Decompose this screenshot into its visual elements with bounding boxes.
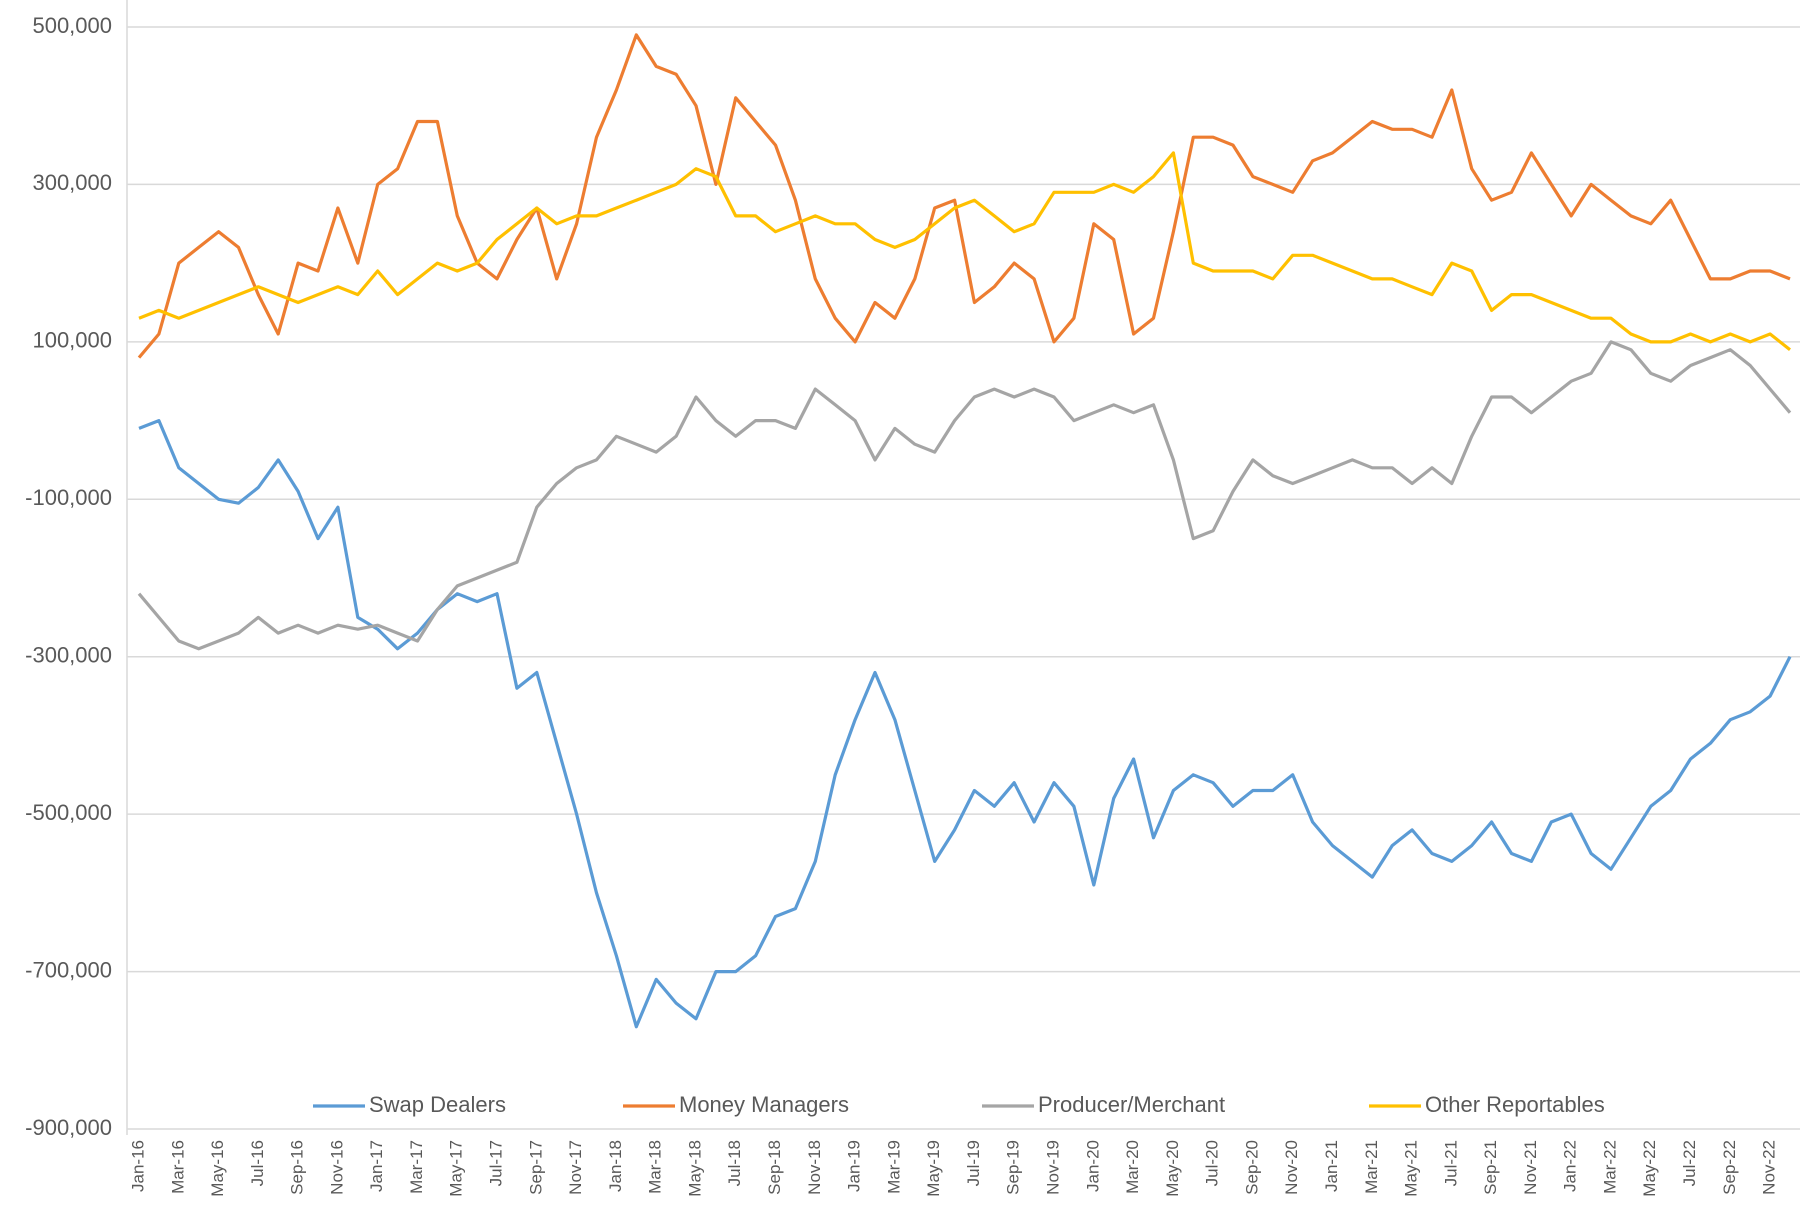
x-tick-label: May-20 <box>1163 1140 1182 1197</box>
x-tick-label: Sep-21 <box>1481 1140 1500 1195</box>
series-line <box>138 151 1791 351</box>
x-tick-label: Sep-17 <box>526 1140 545 1195</box>
x-tick-label: Sep-19 <box>1004 1140 1023 1195</box>
x-tick-label: Nov-20 <box>1282 1140 1301 1195</box>
x-tick-label: Jan-21 <box>1322 1140 1341 1192</box>
x-tick-label: Nov-16 <box>327 1140 346 1195</box>
x-tick-label: May-22 <box>1640 1140 1659 1197</box>
series-line <box>138 419 1792 1029</box>
legend-label: Swap Dealers <box>369 1092 506 1117</box>
x-tick-label: Mar-16 <box>168 1140 187 1194</box>
y-tick-label: -700,000 <box>25 957 112 982</box>
x-tick-label: Jan-20 <box>1083 1140 1102 1192</box>
legend-label: Producer/Merchant <box>1038 1092 1225 1117</box>
x-tick-label: Jul-20 <box>1203 1140 1222 1186</box>
x-tick-label: Jul-17 <box>487 1140 506 1186</box>
y-tick-label: -500,000 <box>25 800 112 825</box>
x-tick-label: May-21 <box>1402 1140 1421 1197</box>
x-tick-label: May-18 <box>685 1140 704 1197</box>
legend-label: Money Managers <box>679 1092 849 1117</box>
x-tick-label: May-19 <box>924 1140 943 1197</box>
x-tick-label: Mar-21 <box>1362 1140 1381 1194</box>
x-tick-label: Sep-22 <box>1720 1140 1739 1195</box>
x-tick-label: May-17 <box>447 1140 466 1197</box>
x-tick-label: Jan-22 <box>1561 1140 1580 1192</box>
x-tick-label: Mar-19 <box>884 1140 903 1194</box>
x-tick-label: Jul-16 <box>248 1140 267 1186</box>
x-tick-label: Jan-17 <box>367 1140 386 1192</box>
x-tick-label: Nov-19 <box>1043 1140 1062 1195</box>
y-tick-label: 300,000 <box>32 170 112 195</box>
legend-label: Other Reportables <box>1425 1092 1605 1117</box>
x-tick-label: Mar-22 <box>1600 1140 1619 1194</box>
x-tick-label: Mar-17 <box>407 1140 426 1194</box>
x-tick-label: Jan-16 <box>128 1140 147 1192</box>
x-tick-label: Jul-22 <box>1680 1140 1699 1186</box>
x-tick-label: Sep-20 <box>1242 1140 1261 1195</box>
y-tick-label: -300,000 <box>25 643 112 668</box>
x-tick-label: Mar-20 <box>1123 1140 1142 1194</box>
x-tick-label: Jan-18 <box>606 1140 625 1192</box>
y-tick-label: -100,000 <box>25 485 112 510</box>
x-tick-label: Nov-18 <box>805 1140 824 1195</box>
y-tick-label: 500,000 <box>32 13 112 38</box>
x-tick-label: Nov-22 <box>1760 1140 1779 1195</box>
x-tick-label: Jul-18 <box>725 1140 744 1186</box>
x-tick-label: May-16 <box>208 1140 227 1197</box>
x-tick-label: Jul-19 <box>964 1140 983 1186</box>
x-tick-label: Jan-19 <box>845 1140 864 1192</box>
x-tick-label: Jul-21 <box>1441 1140 1460 1186</box>
x-tick-label: Nov-17 <box>566 1140 585 1195</box>
y-tick-label: -900,000 <box>25 1115 112 1140</box>
series-line <box>137 340 1792 651</box>
x-tick-label: Nov-21 <box>1521 1140 1540 1195</box>
x-tick-label: Sep-18 <box>765 1140 784 1195</box>
x-tick-label: Mar-18 <box>646 1140 665 1194</box>
y-tick-label: 100,000 <box>32 328 112 353</box>
series-line <box>137 33 1791 359</box>
x-tick-label: Sep-16 <box>288 1140 307 1195</box>
